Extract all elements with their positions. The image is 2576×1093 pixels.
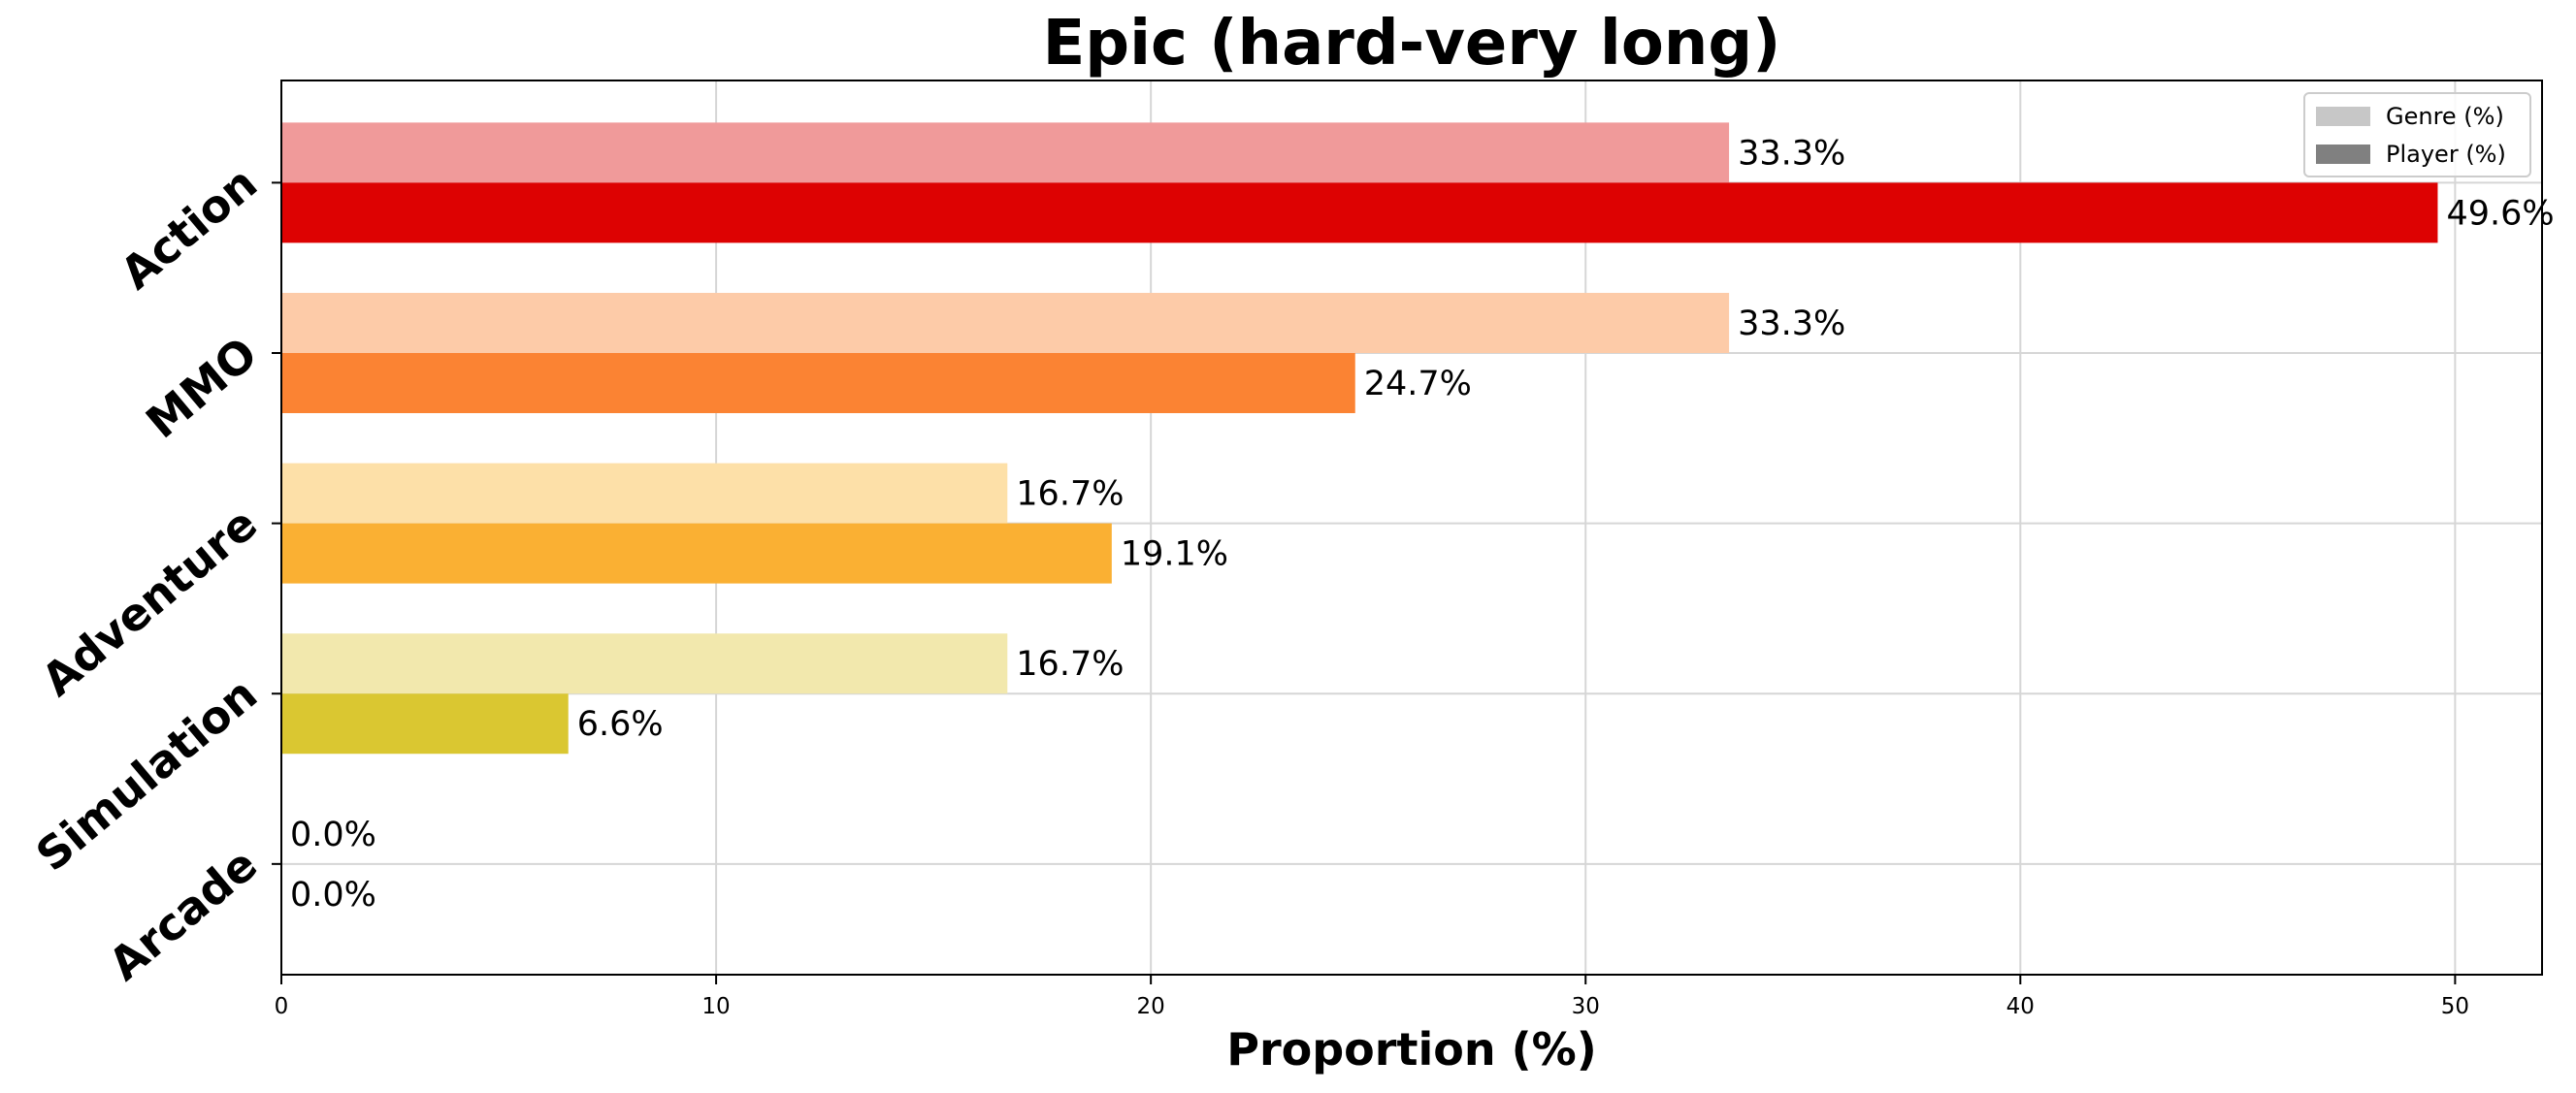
x-tick-label: 50 bbox=[2441, 994, 2469, 1019]
x-tick-label: 40 bbox=[2006, 994, 2035, 1019]
category-label: Arcade bbox=[99, 838, 267, 991]
legend: Genre (%) Player (%) bbox=[2303, 92, 2531, 177]
player-value-label: 6.6% bbox=[577, 705, 664, 744]
player-value-label: 24.7% bbox=[1364, 365, 1472, 403]
player-bar bbox=[281, 693, 569, 755]
player-value-label: 0.0% bbox=[290, 876, 376, 915]
x-axis: 0 10 20 30 40 50 bbox=[275, 975, 2469, 1019]
category-label: MMO bbox=[136, 327, 267, 448]
x-tick-label: 0 bbox=[275, 994, 289, 1019]
player-value-label: 49.6% bbox=[2446, 194, 2554, 233]
genre-value-label: 0.0% bbox=[290, 816, 376, 854]
x-tick-label: 20 bbox=[1137, 994, 1165, 1019]
category-label: Action bbox=[111, 156, 267, 299]
x-tick-label: 10 bbox=[701, 994, 730, 1019]
bars-layer bbox=[281, 122, 2438, 755]
plot-frame bbox=[280, 80, 2543, 976]
player-bar bbox=[281, 523, 1112, 584]
x-axis-label: Proportion (%) bbox=[1226, 1023, 1596, 1076]
genre-value-label: 16.7% bbox=[1016, 475, 1124, 514]
legend-label: Genre (%) bbox=[2386, 103, 2504, 130]
genre-bar bbox=[281, 463, 1008, 524]
player-bar bbox=[281, 352, 1355, 413]
data-labels-layer: 33.3% 33.3% 16.7% 16.7% 0.0% 49.6% 24.7% 19.1% 6… bbox=[290, 134, 2555, 914]
legend-label: Player (%) bbox=[2386, 141, 2506, 168]
genre-bar bbox=[281, 122, 1730, 183]
genre-value-label: 33.3% bbox=[1738, 134, 1845, 173]
genre-bar bbox=[281, 292, 1730, 353]
player-value-label: 19.1% bbox=[1121, 535, 1228, 574]
genre-value-label: 33.3% bbox=[1738, 305, 1845, 343]
genre-value-label: 16.7% bbox=[1016, 645, 1124, 684]
legend-swatch bbox=[2316, 145, 2370, 164]
chart-title: Epic (hard-very long) bbox=[1043, 8, 1781, 80]
x-tick-label: 30 bbox=[1572, 994, 1600, 1019]
genre-bar bbox=[281, 633, 1008, 694]
legend-swatch bbox=[2316, 107, 2370, 126]
player-bar bbox=[281, 182, 2438, 243]
